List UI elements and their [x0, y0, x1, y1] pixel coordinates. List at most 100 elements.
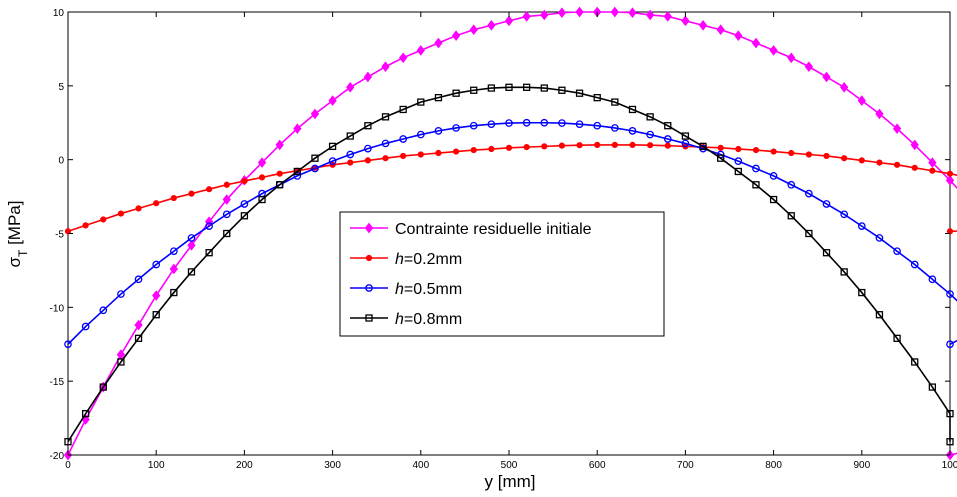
- legend-label-4: h=0.8mm: [395, 311, 462, 328]
- data-point-series-1: [804, 61, 814, 72]
- data-point-series-4: [293, 167, 301, 176]
- data-point-series-4: [522, 83, 531, 91]
- data-point-series-4: [946, 438, 954, 446]
- legend-label-text: =0.2mm: [404, 251, 462, 268]
- data-point-series-2: [188, 190, 195, 197]
- data-point-series-1: [504, 15, 514, 27]
- data-point-series-1: [293, 123, 302, 134]
- data-point-series-2: [276, 170, 283, 177]
- data-point-series-1: [734, 30, 743, 41]
- legend-label-1: Contrainte residuelle initiale: [395, 221, 592, 238]
- data-point-series-2: [206, 186, 213, 193]
- data-point-series-4: [99, 383, 107, 391]
- legend: Contrainte residuelle initialeh=0.2mmh=0…: [339, 211, 665, 337]
- data-point-series-3: [117, 290, 125, 298]
- data-point-series-4: [752, 181, 760, 189]
- data-point-series-4: [311, 154, 319, 162]
- data-point-series-1: [557, 7, 567, 19]
- data-point-series-2: [417, 151, 424, 158]
- data-point-series-3: [434, 127, 443, 135]
- legend-box: [339, 211, 665, 337]
- x-tick-label: 100: [942, 460, 957, 471]
- data-point-series-1: [328, 95, 337, 106]
- data-point-series-1: [257, 157, 267, 168]
- data-point-series-1: [751, 37, 761, 49]
- data-point-series-1: [487, 19, 496, 31]
- x-tick-label: 800: [765, 460, 782, 471]
- data-point-series-1: [822, 71, 831, 83]
- data-point-series-1: [169, 263, 178, 275]
- data-point-series-3: [452, 124, 460, 132]
- data-point-series-2: [858, 157, 865, 164]
- data-point-series-2: [117, 210, 125, 217]
- data-point-series-2: [611, 141, 618, 148]
- data-point-series-1: [945, 175, 955, 186]
- data-point-series-4: [734, 167, 742, 176]
- data-point-series-2: [452, 148, 460, 155]
- data-point-series-1: [399, 52, 408, 64]
- legend-label-italic: h: [395, 251, 404, 268]
- data-point-series-2: [470, 146, 477, 154]
- data-point-series-4: [628, 105, 637, 114]
- data-point-series-3: [628, 127, 637, 135]
- data-point-series-4: [434, 93, 443, 102]
- data-point-series-3: [381, 139, 390, 148]
- legend-marker-2: [365, 254, 373, 262]
- x-tick-label: 900: [853, 460, 870, 471]
- data-point-series-4: [328, 142, 337, 151]
- data-point-series-2: [717, 144, 724, 151]
- x-tick-label: 300: [324, 460, 341, 471]
- y-tick-label: 5: [58, 82, 64, 93]
- data-point-series-4: [558, 86, 566, 94]
- legend-label-2: h=0.2mm: [395, 251, 462, 268]
- data-point-series-3: [522, 118, 531, 127]
- data-point-series-3: [646, 130, 654, 139]
- data-point-series-2: [488, 145, 495, 153]
- data-point-series-3: [928, 275, 937, 284]
- y-tick-label: 10: [53, 8, 65, 19]
- data-point-series-3: [681, 139, 690, 148]
- data-point-series-4: [81, 410, 90, 418]
- data-point-series-3: [805, 189, 813, 198]
- data-point-series-3: [416, 130, 425, 139]
- data-point-series-4: [487, 84, 496, 92]
- data-point-series-3: [152, 260, 161, 269]
- data-point-series-1: [681, 15, 690, 27]
- data-point-series-1: [275, 139, 284, 151]
- data-point-series-2: [735, 145, 742, 153]
- data-point-series-1: [716, 24, 725, 36]
- data-point-series-4: [893, 334, 901, 342]
- data-point-series-1: [346, 81, 355, 93]
- data-point-series-2: [364, 157, 371, 164]
- data-point-series-2: [223, 181, 230, 188]
- y-tick-label: -15: [50, 377, 65, 388]
- data-point-series-1: [222, 194, 231, 205]
- data-point-series-3: [663, 135, 672, 143]
- data-point-series-1: [698, 19, 708, 31]
- data-point-series-3: [169, 247, 178, 256]
- data-point-series-2: [752, 146, 760, 154]
- data-point-series-2: [82, 222, 89, 229]
- data-point-series-2: [382, 155, 389, 162]
- data-point-series-4: [540, 84, 548, 92]
- data-point-series-2: [823, 152, 830, 160]
- data-point-series-4: [240, 212, 249, 220]
- data-point-series-1: [787, 52, 796, 64]
- x-tick-label: 200: [236, 460, 253, 471]
- legend-marker-3: [365, 284, 373, 292]
- data-point-series-3: [575, 120, 584, 129]
- data-point-series-2: [594, 141, 601, 148]
- data-point-series-1: [575, 6, 584, 18]
- legend-label-text: Contrainte residuelle initiale: [395, 221, 592, 238]
- data-point-series-4: [611, 98, 619, 106]
- data-point-series-1: [610, 6, 619, 18]
- data-point-series-2: [576, 142, 583, 149]
- data-point-series-4: [134, 334, 143, 342]
- data-point-series-2: [629, 141, 636, 148]
- x-tick-label: 0: [65, 460, 71, 471]
- data-point-series-1: [540, 9, 549, 21]
- data-point-series-4: [170, 288, 178, 297]
- data-point-series-3: [752, 164, 760, 173]
- data-point-series-4: [470, 86, 478, 94]
- data-point-series-4: [664, 122, 672, 130]
